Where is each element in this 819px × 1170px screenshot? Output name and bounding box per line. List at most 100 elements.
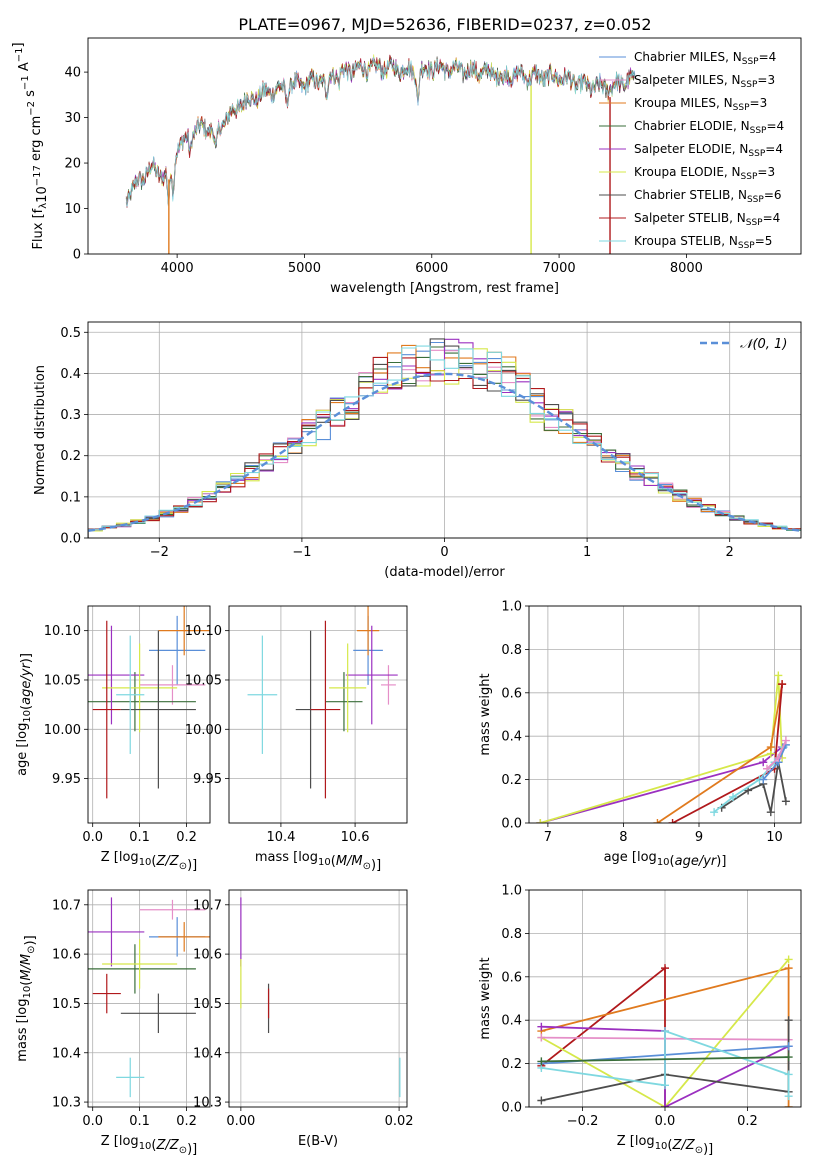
plus-marker [784,955,793,964]
y-tick-label: 0.0 [501,1101,522,1116]
plus-marker [537,1033,546,1042]
plot-area-weight_vs_Z [537,955,793,1107]
errorbar-point [158,606,210,656]
errorbar-point [102,939,178,989]
label-part: 10 [139,857,152,868]
legend-suffix: =3 [757,73,775,87]
label-part: 10 [657,857,670,868]
legend-text: Kroupa STELIB, N [634,234,738,248]
label-part: ( [151,854,156,869]
x-axis-label: E(B-V) [298,1134,338,1149]
x-axis-label: mass [log10(M/M⊙)] [255,850,381,873]
y-tick-label: 0.2 [501,1057,522,1072]
plot-layer: 4000 5000 6000 7000 8000010203040wavelength … [11,37,802,1157]
label-part: 10 [139,1141,152,1152]
axes-age_vs_mass: 10.4 10.6 9.95 10.00 10.05 10.10 mass [log10(M… [185,605,408,873]
y-tick-label: 0.2 [60,449,81,464]
label-part: ( [331,854,336,869]
label-part: 10 [22,986,33,999]
errorbar-point [139,899,206,920]
plus-marker [759,775,768,784]
label-part: )] [187,858,197,873]
label-part: age [log [15,723,30,776]
legend-suffix: =3 [750,96,768,110]
plus-marker [784,1016,793,1025]
axes-mass_vs_Z: 0.0 0.1 0.210.310.410.510.610.7Z [log10(Z/… [15,889,211,1157]
y-tick-label: 10.10 [44,624,81,639]
x-tick-label: 9 [695,830,703,845]
y-tick-label: 0 [73,248,81,263]
label-part: wavelength [Angstrom, rest frame] [330,281,559,296]
errorbar-point [88,897,145,967]
label-part: )] [703,1142,713,1157]
x-tick-label: 7 [544,830,552,845]
x-tick-label: 0 [440,545,448,560]
legend-suffix: =4 [766,119,784,133]
errorbar-point [92,973,121,1014]
plus-marker [537,1096,546,1105]
label-part: age/yr [675,854,718,869]
x-tick-label: 0.2 [176,1114,197,1129]
y-axis-label: mass [log10(M/M⊙)] [15,935,38,1061]
label-part: ⊙ [695,1145,703,1156]
legend-entry: Chabrier ELODIE, NSSP=4 [634,119,784,136]
label-part: )] [19,653,34,663]
x-tick-label: 0.2 [737,1114,758,1129]
label-part: erg cm [29,116,44,165]
label-part: mass [log [255,850,318,865]
y-tick-label: 0.8 [501,643,522,658]
label-part: age [log [604,850,657,865]
errorbar-point [92,620,121,799]
axes-frame [87,605,211,824]
y-axis-label: Normed distribution [33,365,48,495]
label-part: s [23,90,38,101]
label-part: 10 [655,1141,668,1152]
label-part: )] [371,858,381,873]
x-tick-label: −2 [150,545,169,560]
legend-suffix: =3 [757,165,775,179]
plus-marker [653,819,662,823]
legend-sub: SSP [746,218,763,228]
legend-entry: 𝒩(0, 1) [740,337,787,352]
label-part: ⊙ [179,1145,187,1156]
plus-marker [766,743,775,752]
x-tick-label: 0.0 [82,830,103,845]
errorbar-point [88,625,145,725]
x-tick-label: 7000 [543,261,576,276]
y-tick-label: 10.5 [52,997,81,1012]
legend-entry: Kroupa MILES, NSSP=3 [634,96,767,113]
plus-marker [537,1022,546,1031]
label-part: ( [151,1138,156,1153]
plus-marker [668,819,677,823]
plot-area-mass_vs_ebv [240,897,401,1098]
legend-text: Chabrier STELIB, N [634,188,747,202]
y-tick-label: 0.4 [501,1014,522,1029]
axes-mass_vs_ebv: 0.00 0.02 10.3 10.4 10.5 10.6 10.7 E(B-V) [193,889,414,1149]
histogram-series [88,348,801,538]
y-tick-label: 10.4 [193,1046,222,1061]
y-tick-label: 40 [64,66,81,81]
x-tick-label: 6000 [415,261,448,276]
y-tick-label: 10.3 [52,1096,81,1111]
label-part: Z [log [101,850,139,865]
label-part: Z/Z [672,1138,696,1153]
plot-area-age_vs_Z [88,606,210,799]
label-part: mass [log [15,998,30,1061]
axes-frame [87,37,802,255]
x-tick-label: 8 [619,830,627,845]
legend-entry: Salpeter ELODIE, NSSP=4 [634,142,783,159]
label-part: mass weight [478,957,493,1039]
plus-marker [766,808,775,817]
y-tick-label: 0.6 [501,686,522,701]
legend-text: Salpeter MILES, N [634,73,741,87]
plot-area-mass_vs_Z [88,897,210,1098]
label-part: ( [670,854,675,869]
label-part: ( [19,981,34,986]
x-tick-label: 10 [766,830,783,845]
y-tick-label: 0.0 [501,817,522,832]
label-part: age/yr [19,662,34,705]
plus-marker [661,1081,669,1090]
axes-frame [528,605,802,824]
errorbar-point [310,620,341,799]
y-tick-label: 10.10 [185,624,222,639]
